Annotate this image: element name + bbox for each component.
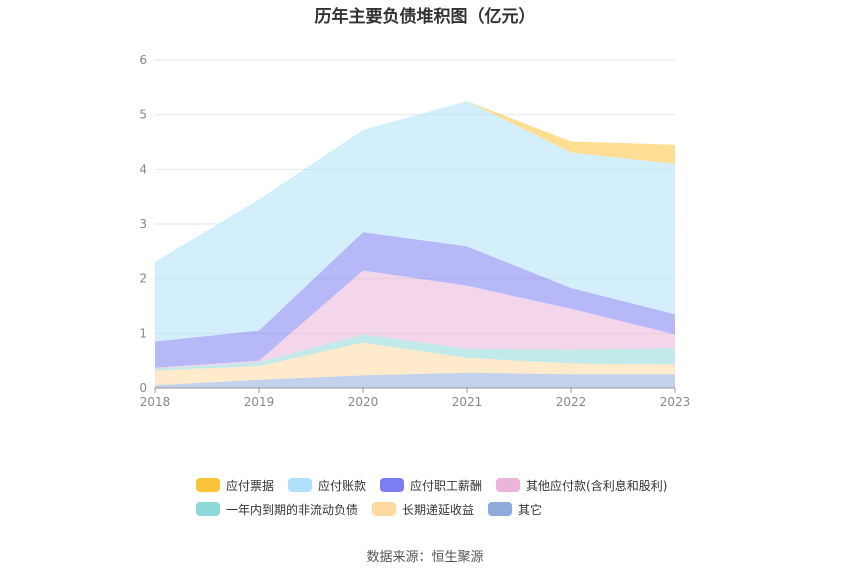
legend-swatch [288,478,313,492]
legend-swatch [496,478,521,492]
legend-label: 应付职工薪酬 [410,478,483,493]
y-tick-label: 4 [139,162,147,176]
legend-swatch [372,502,397,516]
y-tick-label: 2 [139,272,147,286]
y-tick-label: 6 [139,53,147,67]
y-tick-label: 5 [139,108,147,122]
legend-swatch [196,502,220,516]
legend-row: 一年内到期的非流动负债 长期递延收益 其它 [196,497,716,521]
area-series [155,101,675,342]
legend-label: 应付票据 [226,478,275,493]
area-series [155,232,675,368]
x-tick-label: 2020 [348,395,379,409]
legend-label: 其他应付款(含利息和股利) [526,478,668,493]
x-tick-label: 2018 [140,395,171,409]
legend-item[interactable]: 其他应付款(含利息和股利) [496,477,667,494]
legend-item[interactable]: 应付账款 [288,477,366,494]
x-tick-label: 2019 [244,395,275,409]
legend-swatch [196,478,220,492]
y-tick-label: 0 [139,381,147,395]
chart-title: 历年主要负债堆积图（亿元） [314,7,536,27]
legend-item[interactable]: 长期递延收益 [372,501,474,518]
area-series [155,270,675,369]
data-source: 数据来源：恒生聚源 [366,550,484,565]
legend-swatch [380,478,405,492]
legend-row: 应付票据 应付账款 应付职工薪酬 其他应付款(含利息和股利) [196,473,716,497]
legend-item[interactable]: 其它 [488,501,542,518]
x-tick-label: 2021 [452,395,483,409]
legend: 应付票据 应付账款 应付职工薪酬 其他应付款(含利息和股利) 一年内到期的非流动负债 长… [196,473,716,521]
area-series [155,342,675,386]
legend-label: 一年内到期的非流动负债 [226,502,359,517]
legend-label: 应付账款 [318,478,367,493]
legend-swatch [488,502,513,516]
legend-item[interactable]: 应付票据 [196,477,274,494]
x-tick-label: 2022 [556,395,587,409]
legend-label: 长期递延收益 [402,502,475,517]
x-tick-label: 2023 [660,395,691,409]
legend-item[interactable]: 应付职工薪酬 [380,477,482,494]
legend-label: 其它 [518,502,543,517]
area-series [155,334,675,371]
y-tick-label: 3 [139,217,147,231]
y-tick-label: 1 [139,326,147,340]
area-series [155,372,675,388]
legend-item[interactable]: 一年内到期的非流动负债 [196,501,358,518]
